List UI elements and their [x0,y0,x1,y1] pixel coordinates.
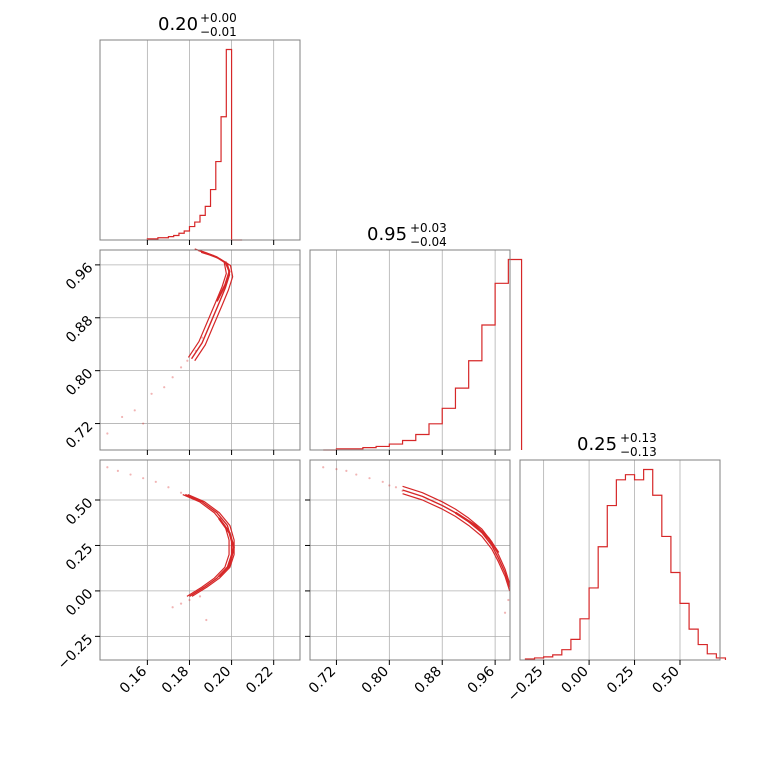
title-param-0-median: 0.20 [158,14,198,35]
sample-point [186,359,189,362]
sample-point [129,473,132,476]
ridge-contour [402,489,511,588]
title-param-2-median: 0.25 [577,434,617,455]
histogram-1 [323,258,523,451]
sample-point [179,366,183,369]
x-tick-label: 0.22 [243,664,276,697]
sample-point [150,392,153,395]
sample-point [335,467,338,471]
x-tick-label: 0.96 [465,663,498,696]
ridge-contour [218,517,235,578]
y-tick-label: 0.25 [63,541,96,574]
panel-hist-1 [309,249,511,451]
title-param-1-median: 0.95 [367,224,407,245]
title-param-0-plus: +0.00 [200,11,237,25]
panel-2d-0-2 [99,459,301,661]
x-tick-label: 0.88 [412,664,445,697]
sample-point [345,469,348,473]
title-param-0-minus: −0.01 [200,25,237,39]
title-param-1-minus: −0.04 [410,235,447,249]
ridge-contour [187,248,227,358]
sample-point [171,376,174,379]
y-tick-label: 0.96 [63,260,96,293]
sample-point [133,409,136,412]
ridge-contour [402,493,511,592]
title-param-2-minus: −0.13 [620,445,657,459]
ridge-contour [454,511,500,554]
sample-point [381,480,384,483]
title-param-2-plus: +0.13 [620,431,657,445]
panel-hist-2 [519,459,721,661]
sample-point [205,618,208,622]
panel-2d-1-2 [309,459,511,661]
sample-point [116,469,119,473]
y-tick-label: 0.72 [63,419,96,452]
sample-point [106,466,109,469]
sample-point [179,491,183,494]
titles-layer: 0.20 +0.00 −0.01 0.95 +0.03 −0.04 0.25 +… [158,11,657,459]
sample-point [163,386,166,389]
sample-point [106,432,109,435]
ridge-contour [215,261,231,302]
sample-point [201,336,204,339]
x-tick-label: 0.25 [604,664,637,697]
x-tick-label: 0.00 [559,664,592,697]
x-tick-label: 0.18 [159,664,192,697]
sample-point [171,606,174,609]
ridge-contour [190,249,231,360]
sample-point [198,595,202,598]
y-tick-label: −0.25 [55,631,97,673]
sample-point [167,486,170,489]
sample-point [121,415,124,419]
ridge-contour [402,485,511,584]
y-tick-label: 0.50 [63,495,96,528]
sample-point [394,486,398,489]
y-tick-label: 0.88 [63,313,96,346]
sample-point [142,422,145,425]
sample-point [507,598,510,602]
sample-point [503,611,507,614]
panel-2d-0-1 [99,249,301,451]
ridge-contour [184,493,233,597]
sample-point [142,477,145,480]
y-tick-label: 0.00 [63,586,96,619]
sample-point [154,480,157,483]
x-tick-label: 0.80 [359,664,392,697]
panels-layer: −0.25 0.00 0.25 0.50 0.72 0.80 0.88 0.96 0.16 0.1… [55,39,727,706]
sample-point [368,477,371,480]
y-tick-label: 0.80 [63,366,96,399]
histogram-2 [524,468,727,660]
x-tick-label: 0.20 [201,664,234,697]
ridge-contour [182,493,230,597]
sample-point [355,473,358,476]
panel-hist-0 [99,39,301,241]
sample-point [322,466,325,469]
sample-point [179,602,183,605]
histogram-0 [146,48,243,241]
sample-point [188,598,191,602]
title-param-1-plus: +0.03 [410,221,447,235]
x-tick-label: 0.50 [649,664,682,697]
x-tick-label: 0.72 [306,664,339,697]
x-tick-label: −0.25 [505,664,547,706]
x-tick-label: 0.16 [117,663,150,696]
sample-point [388,484,391,487]
